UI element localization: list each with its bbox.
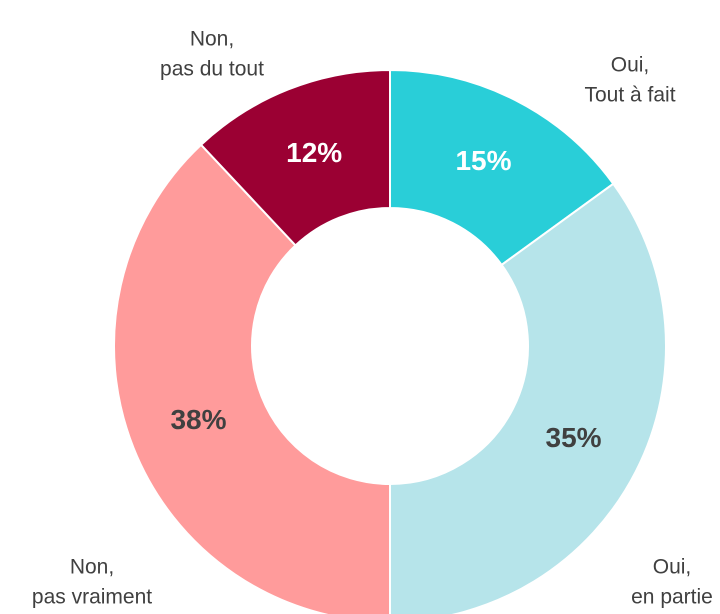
category-label: Tout à fait	[584, 84, 675, 107]
value-label: 15%	[455, 145, 511, 176]
category-label: pas vraiment	[32, 586, 152, 609]
donut-slice	[199, 68, 391, 247]
value-label: 38%	[170, 404, 226, 435]
category-label: pas du tout	[160, 58, 264, 81]
donut-slice	[389, 182, 667, 614]
category-label: Oui,	[653, 556, 692, 579]
donut-slice	[389, 68, 615, 267]
value-label: 12%	[286, 137, 342, 168]
donut-slice	[113, 143, 391, 614]
value-label: 35%	[546, 422, 602, 453]
category-label: Oui,	[611, 54, 650, 77]
category-label: Non,	[70, 556, 114, 579]
category-label: en partie	[631, 586, 713, 609]
category-label: Non,	[190, 28, 234, 51]
